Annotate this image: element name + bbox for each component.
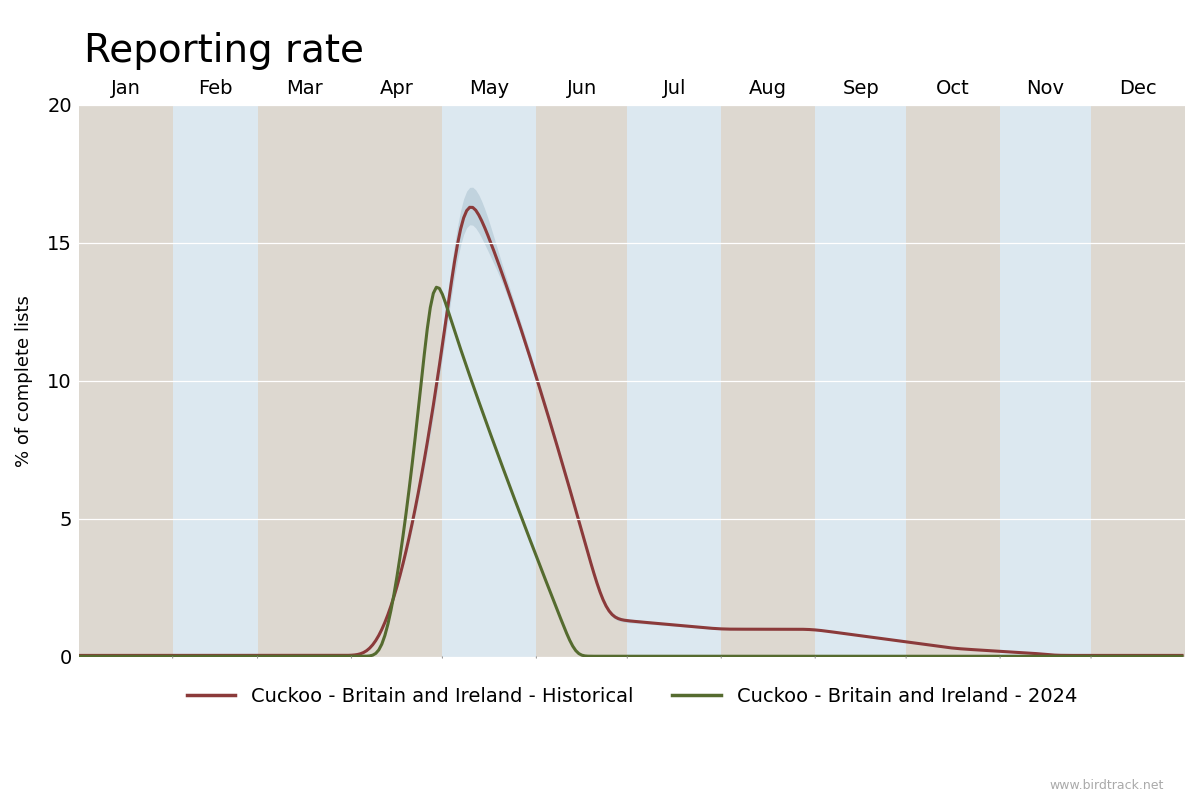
Bar <box>443 105 536 657</box>
Text: Reporting rate: Reporting rate <box>84 32 364 70</box>
Legend: Cuckoo - Britain and Ireland - Historical, Cuckoo - Britain and Ireland - 2024: Cuckoo - Britain and Ireland - Historica… <box>179 678 1085 714</box>
Bar <box>352 105 443 657</box>
Bar <box>173 105 258 657</box>
Bar <box>258 105 352 657</box>
Bar <box>1000 105 1091 657</box>
Bar <box>815 105 906 657</box>
Bar <box>628 105 721 657</box>
Bar <box>536 105 628 657</box>
Text: www.birdtrack.net: www.birdtrack.net <box>1050 779 1164 792</box>
Bar <box>906 105 1000 657</box>
Bar <box>79 105 173 657</box>
Y-axis label: % of complete lists: % of complete lists <box>14 295 34 467</box>
Bar <box>721 105 815 657</box>
Bar <box>1091 105 1186 657</box>
